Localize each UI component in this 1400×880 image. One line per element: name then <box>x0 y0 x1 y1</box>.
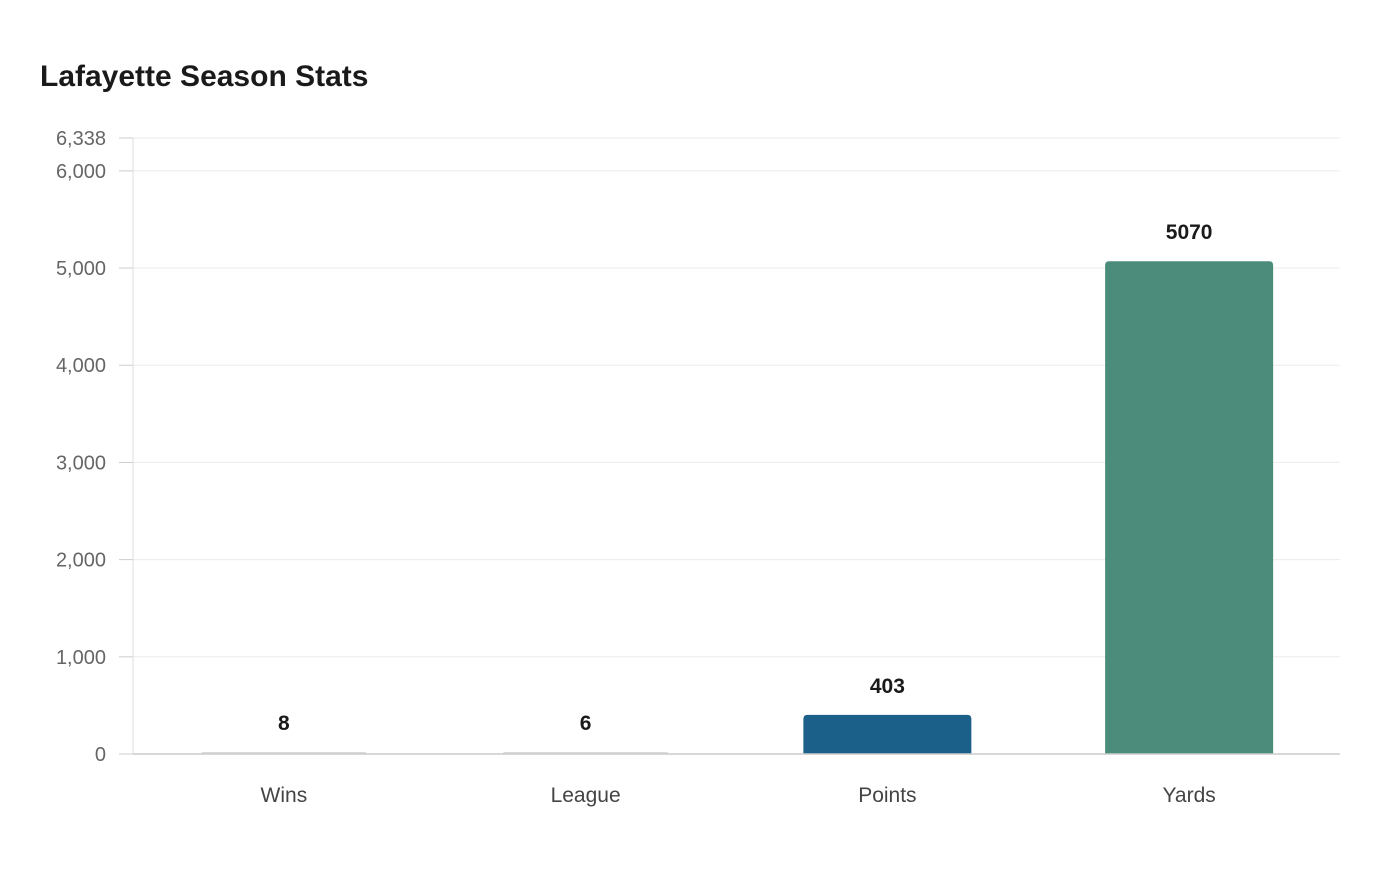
y-tick-label: 2,000 <box>56 550 106 572</box>
y-tick-label: 4,000 <box>56 355 106 377</box>
y-tick-label: 3,000 <box>56 452 106 474</box>
y-tick-label: 6,000 <box>56 161 106 183</box>
x-tick-label: Points <box>858 784 916 807</box>
y-tick-label: 1,000 <box>56 647 106 669</box>
data-label: 5070 <box>1166 221 1213 244</box>
y-tick-label: 5,000 <box>56 258 106 280</box>
data-label: 6 <box>580 712 592 735</box>
y-tick-label: 6,338 <box>56 128 106 150</box>
x-tick-label: League <box>551 784 621 807</box>
x-tick-label: Yards <box>1162 784 1215 807</box>
y-tick-label: 0 <box>95 744 106 766</box>
bar-points <box>803 714 972 754</box>
x-tick-label: Wins <box>261 784 308 807</box>
data-label: 403 <box>870 675 905 698</box>
chart-title: Lafayette Season Stats <box>40 60 369 93</box>
data-label: 8 <box>278 712 290 735</box>
bar-yards <box>1105 261 1274 754</box>
